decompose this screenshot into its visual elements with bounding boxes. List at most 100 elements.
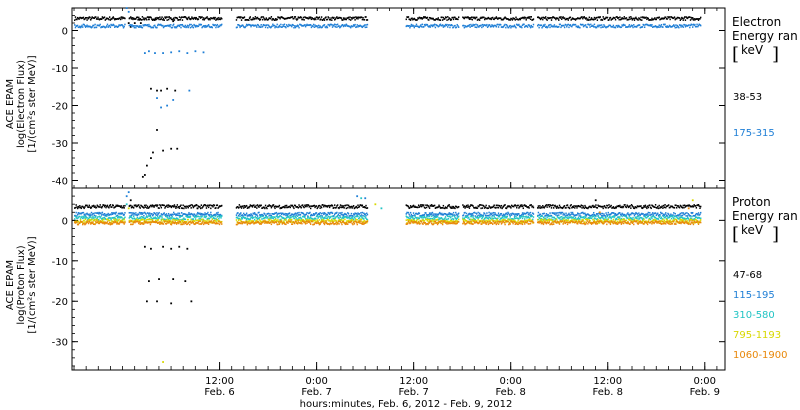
- data-point: [172, 220, 174, 223]
- data-point: [553, 17, 556, 19]
- data-point: [682, 212, 684, 214]
- data-point: [314, 219, 316, 222]
- data-point: [595, 16, 598, 19]
- data-point: [121, 220, 123, 223]
- data-point: [344, 204, 346, 207]
- data-point: [146, 221, 149, 223]
- data-point: [90, 221, 93, 224]
- data-point: [149, 204, 152, 207]
- data-point: [151, 19, 154, 21]
- data-point: [252, 204, 254, 207]
- data-point: [566, 214, 568, 217]
- data-point: [626, 19, 628, 21]
- outlier-point: [380, 207, 383, 210]
- data-point: [138, 219, 140, 221]
- data-point: [585, 207, 588, 209]
- data-point: [604, 17, 607, 20]
- data-point: [415, 216, 418, 219]
- data-point: [673, 16, 676, 18]
- data-point: [135, 204, 137, 206]
- data-point: [671, 25, 674, 28]
- data-point: [540, 215, 543, 217]
- data-point: [331, 204, 334, 207]
- data-point: [345, 18, 348, 21]
- data-point: [300, 219, 302, 222]
- data-point: [576, 25, 578, 28]
- data-point: [622, 218, 625, 221]
- data-point: [210, 207, 212, 210]
- data-point: [343, 207, 345, 209]
- data-point: [296, 18, 299, 20]
- outlier-point: [160, 106, 162, 109]
- data-point: [415, 216, 417, 219]
- data-point: [204, 222, 206, 225]
- data-point: [156, 212, 158, 214]
- y-axis-label: ACE EPAM: [5, 260, 16, 310]
- data-point: [508, 205, 511, 207]
- data-point: [480, 16, 482, 19]
- data-point: [255, 217, 257, 219]
- data-point: [452, 26, 454, 29]
- data-point: [326, 213, 328, 216]
- data-point: [654, 212, 656, 215]
- data-point: [273, 24, 276, 27]
- data-point: [128, 205, 131, 207]
- data-point: [569, 16, 571, 19]
- data-point: [206, 222, 208, 225]
- data-point: [619, 216, 621, 218]
- data-point: [631, 18, 633, 21]
- data-point: [160, 206, 163, 209]
- data-point: [529, 215, 532, 218]
- data-point: [119, 24, 122, 27]
- data-point: [699, 213, 701, 216]
- data-point: [585, 213, 587, 216]
- data-point: [261, 220, 263, 223]
- data-point: [601, 18, 603, 21]
- data-point: [326, 217, 329, 219]
- data-point: [582, 23, 584, 26]
- data-point: [77, 223, 80, 226]
- data-point: [502, 214, 504, 217]
- data-point: [169, 222, 171, 224]
- data-point: [412, 18, 415, 20]
- data-point: [218, 18, 221, 21]
- data-point: [123, 223, 125, 225]
- data-point: [310, 205, 313, 207]
- y-tick-label: -30: [52, 338, 68, 349]
- data-point: [491, 24, 493, 26]
- data-point: [279, 25, 281, 28]
- data-point: [152, 217, 155, 220]
- data-point: [140, 215, 143, 218]
- data-point: [151, 204, 154, 206]
- data-point: [141, 16, 144, 18]
- data-point: [350, 219, 352, 222]
- data-point: [156, 26, 158, 29]
- data-point: [630, 25, 632, 28]
- data-point: [610, 217, 612, 220]
- data-point: [75, 216, 77, 219]
- data-point: [464, 216, 466, 219]
- data-point: [633, 212, 635, 215]
- data-point: [439, 23, 442, 26]
- data-point: [646, 17, 649, 19]
- data-point: [328, 213, 331, 215]
- data-point: [350, 218, 353, 221]
- data-point: [632, 220, 634, 222]
- data-point: [633, 214, 636, 217]
- data-point: [669, 219, 671, 221]
- data-point: [237, 219, 240, 222]
- data-point: [509, 215, 511, 217]
- data-point: [197, 219, 199, 221]
- data-point: [197, 221, 200, 223]
- data-point: [648, 24, 650, 27]
- data-point: [484, 221, 487, 223]
- data-point: [218, 205, 221, 207]
- data-point: [321, 19, 324, 21]
- data-point: [283, 18, 286, 20]
- data-point: [476, 207, 479, 209]
- data-point: [654, 203, 657, 206]
- outlier-point: [364, 197, 367, 200]
- data-point: [641, 212, 643, 215]
- data-point: [269, 214, 272, 217]
- data-point: [281, 206, 284, 209]
